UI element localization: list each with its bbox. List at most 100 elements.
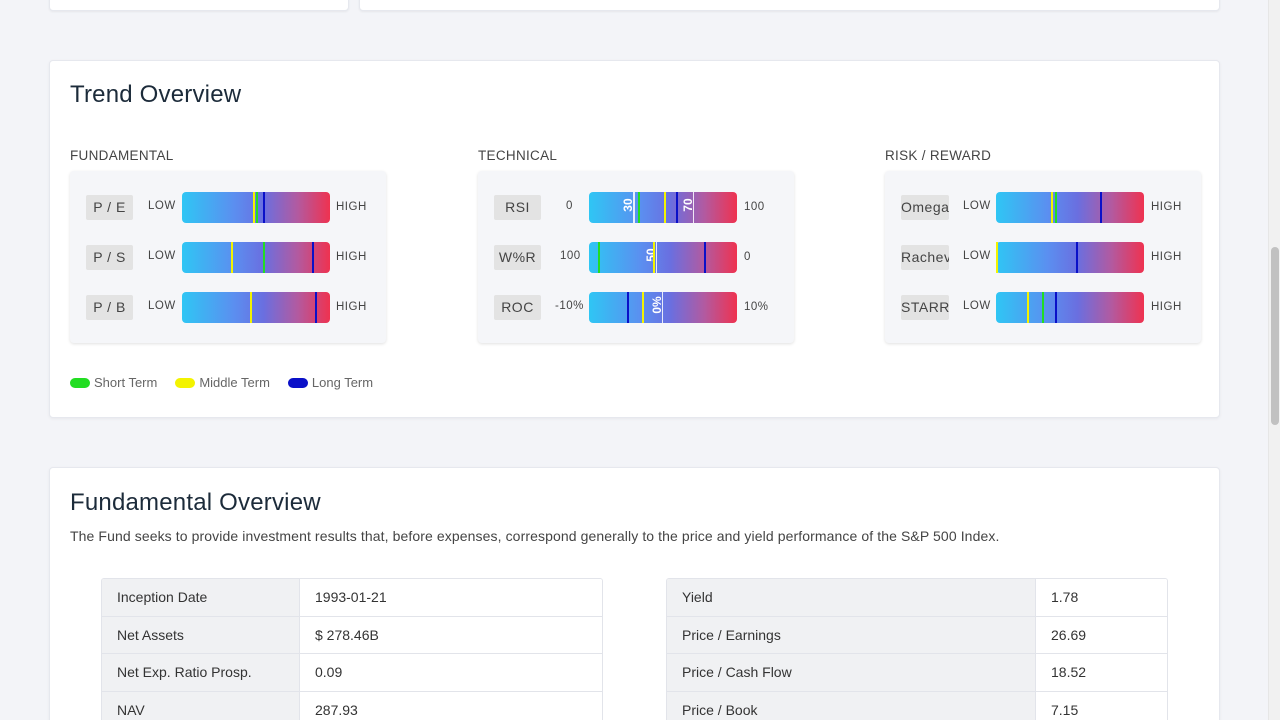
gauge-row-wr: W%R 100 50 0 [478, 242, 794, 274]
high-label: HIGH [1151, 301, 1182, 313]
high-label: 10% [744, 301, 769, 313]
zone-label: 30 [621, 198, 636, 212]
gauge-row-roc: ROC -10% 0% 10% [478, 292, 794, 324]
marker-short-term [1041, 292, 1044, 323]
high-label: 100 [744, 201, 765, 213]
table-row: Net Exp. Ratio Prosp. 0.09 [102, 654, 602, 692]
table-row: Net Assets $ 278.46B [102, 616, 602, 654]
metric-label: P / E [86, 195, 133, 220]
high-label: HIGH [1151, 201, 1182, 213]
gauge-row-pe: P / E LOW HIGH [70, 192, 386, 224]
fundamental-section-label: FUNDAMENTAL [70, 148, 174, 163]
technical-section-label: TECHNICAL [478, 148, 558, 163]
risk-section-label: RISK / REWARD [885, 148, 992, 163]
scrollbar-thumb[interactable] [1271, 247, 1279, 425]
metric-label: STARR [901, 295, 949, 320]
low-label: -10% [555, 300, 584, 312]
table-value: $ 278.46B [300, 616, 602, 653]
table-key: Net Exp. Ratio Prosp. [102, 654, 300, 691]
table-row: NAV 287.93 [102, 691, 602, 720]
fundamental-overview-title: Fundamental Overview [70, 489, 321, 516]
metric-label: W%R [494, 245, 541, 270]
high-label: HIGH [336, 201, 367, 213]
marker-long-term [263, 192, 266, 223]
zone-label: 70 [680, 198, 695, 212]
table-row: Yield 1.78 [667, 579, 1167, 617]
legend-swatch-short [70, 377, 90, 388]
zone-line [633, 192, 635, 223]
low-label: LOW [148, 200, 176, 212]
table-value: 18.52 [1036, 654, 1167, 691]
zone-line [692, 192, 695, 223]
gauge-row-starr: STARR LOW HIGH [885, 292, 1201, 324]
table-key: Price / Cash Flow [667, 654, 1036, 691]
marker-long-term [1055, 292, 1058, 323]
marker-mid-term [1027, 292, 1030, 323]
gauge-bar: 30 70 [589, 192, 737, 223]
metric-label: P / S [86, 245, 133, 270]
zone-label: 0% [649, 296, 664, 314]
fund-info-table-right: Yield 1.78 Price / Earnings 26.69 Price … [666, 578, 1168, 720]
legend-item-mid[interactable]: Middle Term [175, 375, 270, 390]
table-row: Inception Date 1993-01-21 [102, 579, 602, 617]
low-label: 0 [566, 200, 573, 212]
gauge-bar [996, 242, 1144, 273]
low-label: 100 [560, 250, 581, 262]
zone-line [661, 292, 664, 323]
gauge-row-rsi: RSI 0 30 70 100 [478, 192, 794, 224]
high-label: HIGH [1151, 251, 1182, 263]
gauge-row-rachev: Rachev LOW HIGH [885, 242, 1201, 274]
table-row: Price / Book 7.15 [667, 691, 1167, 720]
fund-info-table-left: Inception Date 1993-01-21 Net Assets $ 2… [101, 578, 603, 720]
fundamental-overview-card: Fundamental Overview The Fund seeks to p… [49, 467, 1220, 720]
marker-mid-term [230, 242, 233, 273]
marker-long-term [627, 292, 630, 323]
gauge-bar [996, 192, 1144, 223]
legend-item-short[interactable]: Short Term [70, 375, 157, 390]
marker-long-term [312, 242, 315, 273]
marker-short-term [637, 192, 640, 223]
marker-mid-term [1050, 192, 1053, 223]
metric-label: RSI [494, 195, 541, 220]
previous-card-left [49, 0, 349, 11]
gauge-bar [996, 292, 1144, 323]
low-label: LOW [963, 300, 991, 312]
marker-mid-term [250, 292, 253, 323]
marker-short-term [256, 192, 258, 223]
metric-label: Omega [901, 195, 949, 220]
low-label: LOW [963, 200, 991, 212]
zone-label: 50 [643, 248, 658, 262]
gauge-row-ps: P / S LOW HIGH [70, 242, 386, 274]
gauge-bar [182, 292, 330, 323]
legend-swatch-long [287, 377, 308, 388]
low-label: LOW [148, 300, 176, 312]
legend-swatch-mid [175, 377, 196, 388]
marker-mid-term [664, 192, 667, 223]
table-key: Inception Date [102, 579, 300, 616]
table-key: NAV [102, 691, 300, 720]
low-label: LOW [148, 250, 176, 262]
marker-short-term [597, 242, 600, 273]
table-key: Price / Book [667, 691, 1036, 720]
trend-overview-card: Trend Overview FUNDAMENTAL P / E LOW HIG… [49, 60, 1220, 418]
legend-label-long: Long Term [311, 375, 374, 390]
marker-long-term [704, 242, 707, 273]
table-row: Price / Cash Flow 18.52 [667, 654, 1167, 692]
technical-gauge-box: RSI 0 30 70 100 W%R 100 50 0 ROC -10% 0% … [478, 171, 794, 343]
previous-card-right [359, 0, 1220, 11]
legend-item-long[interactable]: Long Term [287, 375, 374, 390]
high-label: HIGH [336, 301, 367, 313]
table-row: Price / Earnings 26.69 [667, 616, 1167, 654]
gauge-bar [182, 192, 330, 223]
marker-long-term [676, 192, 679, 223]
fund-description: The Fund seeks to provide investment res… [70, 528, 1000, 544]
marker-long-term [315, 292, 318, 323]
metric-label: P / B [86, 295, 133, 320]
marker-mid-term [253, 192, 256, 223]
legend-label-mid: Middle Term [199, 375, 270, 390]
page-scrollbar[interactable] [1268, 0, 1280, 720]
marker-short-term [263, 242, 266, 273]
metric-label: ROC [494, 295, 541, 320]
marker-long-term [1075, 242, 1078, 273]
gauge-row-pb: P / B LOW HIGH [70, 292, 386, 324]
